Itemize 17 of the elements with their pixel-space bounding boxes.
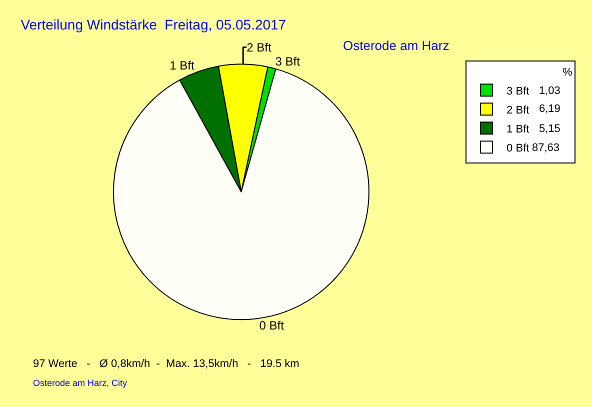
slice-label: 1 Bft bbox=[170, 58, 195, 72]
slice-label: 2 Bft bbox=[246, 40, 272, 54]
data-label: 87,63 bbox=[532, 142, 560, 154]
text: 97 Werte - Ø 0,8km/h - Max. 13,5km/h - 19.5 km bbox=[33, 358, 300, 370]
data-label: 1,03 bbox=[539, 85, 560, 97]
slice-label: 0 Bft bbox=[259, 318, 285, 333]
slice-label: 3 Bft bbox=[275, 54, 301, 68]
data-label: 6,19 bbox=[539, 103, 560, 115]
legend-label: 0 Bft bbox=[506, 142, 530, 154]
legend-title: % bbox=[562, 66, 573, 79]
chart-subtitle: Osterode am Harz bbox=[343, 38, 450, 53]
legend-label: 2 Bft bbox=[506, 104, 530, 116]
legend-label: 3 Bft bbox=[506, 85, 530, 98]
chart-title: Verteilung Windstärke Freitag, 05.05.2017 bbox=[20, 16, 286, 32]
legend-label: 1 Bft bbox=[506, 123, 530, 136]
data-label: 5,15 bbox=[539, 123, 560, 135]
text: Osterode am Harz, City bbox=[33, 378, 128, 388]
